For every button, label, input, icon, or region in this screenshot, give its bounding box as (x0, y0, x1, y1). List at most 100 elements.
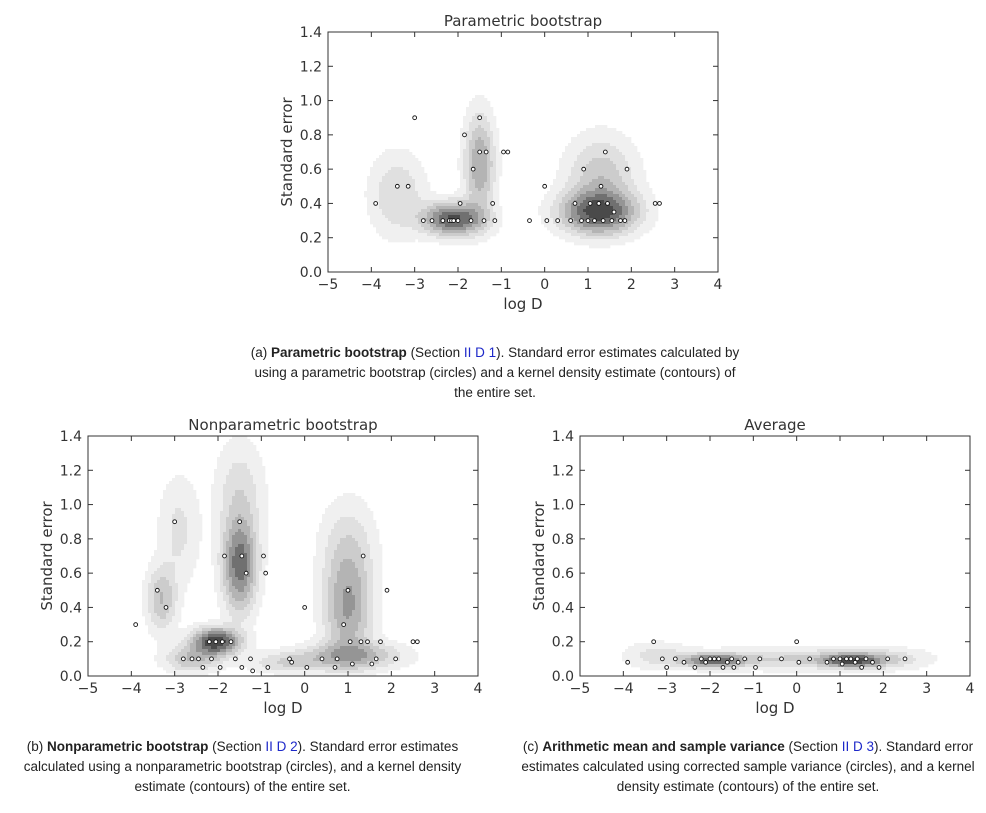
x-axis-label: log D (503, 295, 542, 313)
data-point (837, 656, 843, 662)
data-point (618, 218, 623, 223)
data-point (196, 656, 201, 662)
section-ref-link[interactable]: II D 2 (265, 739, 298, 754)
data-point (334, 656, 340, 662)
y-tick-label: 0.2 (552, 635, 574, 651)
x-tick-label: 3 (670, 277, 679, 293)
plot-frame (579, 435, 971, 677)
plot-average: Average −5 −4 −3 −2 −1 0 1 2 3 4 0.0 0.2 0.4 0.6 0.8 1.0… (520, 414, 986, 720)
y-tick-label: 0.8 (300, 128, 322, 144)
data-point (360, 553, 366, 559)
data-point (839, 661, 845, 667)
data-point (154, 587, 160, 593)
data-point (622, 218, 628, 223)
data-point (807, 656, 813, 662)
scatter-points (625, 639, 908, 670)
data-point (189, 656, 195, 662)
data-point (902, 656, 908, 662)
x-tick-label: 0 (300, 681, 309, 697)
data-point (483, 149, 489, 155)
x-tick-label: 4 (474, 681, 483, 697)
data-point (735, 659, 741, 665)
data-point (219, 639, 225, 645)
data-point (664, 665, 670, 670)
data-point (870, 659, 875, 665)
x-tick-label: −4 (613, 681, 634, 697)
data-point (265, 665, 271, 670)
data-point (572, 201, 578, 206)
data-point (250, 668, 256, 674)
data-point (731, 665, 737, 670)
x-tick-label: −3 (164, 681, 185, 697)
scatter-points (133, 519, 420, 674)
x-tick-label: −3 (404, 277, 425, 293)
y-tick-label: 0.8 (60, 532, 82, 548)
data-point (757, 656, 763, 662)
data-point (859, 665, 865, 670)
plot-parametric-bootstrap: Parametric bootstrap −5 −4 −3 −2 −1 0 1 2 3 4 0.0 0.… (268, 10, 738, 316)
plot-frame (87, 435, 479, 677)
data-point (414, 639, 420, 645)
data-point (505, 149, 511, 155)
x-tick-label: 1 (344, 681, 353, 697)
data-point (405, 183, 411, 189)
section-ref-link[interactable]: II D 1 (463, 345, 497, 360)
data-point (172, 519, 178, 525)
x-tick-label: −5 (318, 277, 339, 293)
y-tick-label: 0.2 (60, 635, 82, 651)
data-point (824, 659, 830, 665)
x-tick-label: 1 (836, 681, 845, 697)
data-point (373, 656, 379, 662)
data-point (605, 201, 610, 206)
data-point (200, 665, 206, 670)
section-ref-link[interactable]: II D 3 (841, 739, 875, 754)
data-point (384, 587, 390, 593)
data-point (378, 639, 383, 645)
data-point (779, 656, 784, 662)
x-tick-label: −5 (78, 681, 99, 697)
data-point (490, 201, 496, 206)
data-point (672, 656, 678, 662)
x-tick-label: −2 (700, 681, 721, 697)
data-point (876, 665, 882, 670)
data-point (289, 659, 295, 665)
data-point (373, 201, 379, 206)
data-point (624, 166, 630, 172)
data-point (885, 656, 891, 662)
data-point (332, 665, 338, 670)
data-point (587, 201, 593, 206)
data-point (568, 218, 574, 223)
data-point (477, 149, 483, 155)
data-point (304, 665, 310, 670)
x-tick-label: −1 (743, 681, 764, 697)
y-tick-label: 1.0 (552, 498, 574, 514)
data-point (302, 605, 308, 610)
data-point (237, 519, 243, 525)
data-point (217, 665, 223, 670)
data-point (345, 587, 351, 593)
data-point (180, 656, 186, 662)
data-point (341, 622, 347, 627)
data-point (209, 656, 214, 662)
data-point (852, 659, 858, 665)
x-tick-label: 1 (584, 277, 593, 293)
data-point (287, 656, 292, 662)
y-tick-label: 0.6 (60, 566, 82, 582)
plot-nonparametric-bootstrap: Nonparametric bootstrap −5 −4 −3 −2 −1 0 1 2 3 4 0.… (28, 414, 498, 720)
data-point (625, 659, 631, 665)
data-point (457, 201, 463, 206)
density-contours (364, 95, 659, 249)
x-axis-label: log D (755, 699, 794, 717)
x-tick-label: 3 (922, 681, 931, 697)
data-point (753, 665, 758, 670)
data-point (692, 665, 698, 670)
data-point (555, 218, 561, 223)
y-tick-label: 0.4 (300, 196, 322, 212)
x-tick-label: 0 (540, 277, 549, 293)
density-contours (622, 640, 938, 674)
data-point (600, 218, 606, 223)
data-point (222, 553, 227, 559)
data-point (206, 639, 212, 645)
data-point (451, 218, 457, 223)
y-tick-label: 1.0 (60, 498, 82, 514)
